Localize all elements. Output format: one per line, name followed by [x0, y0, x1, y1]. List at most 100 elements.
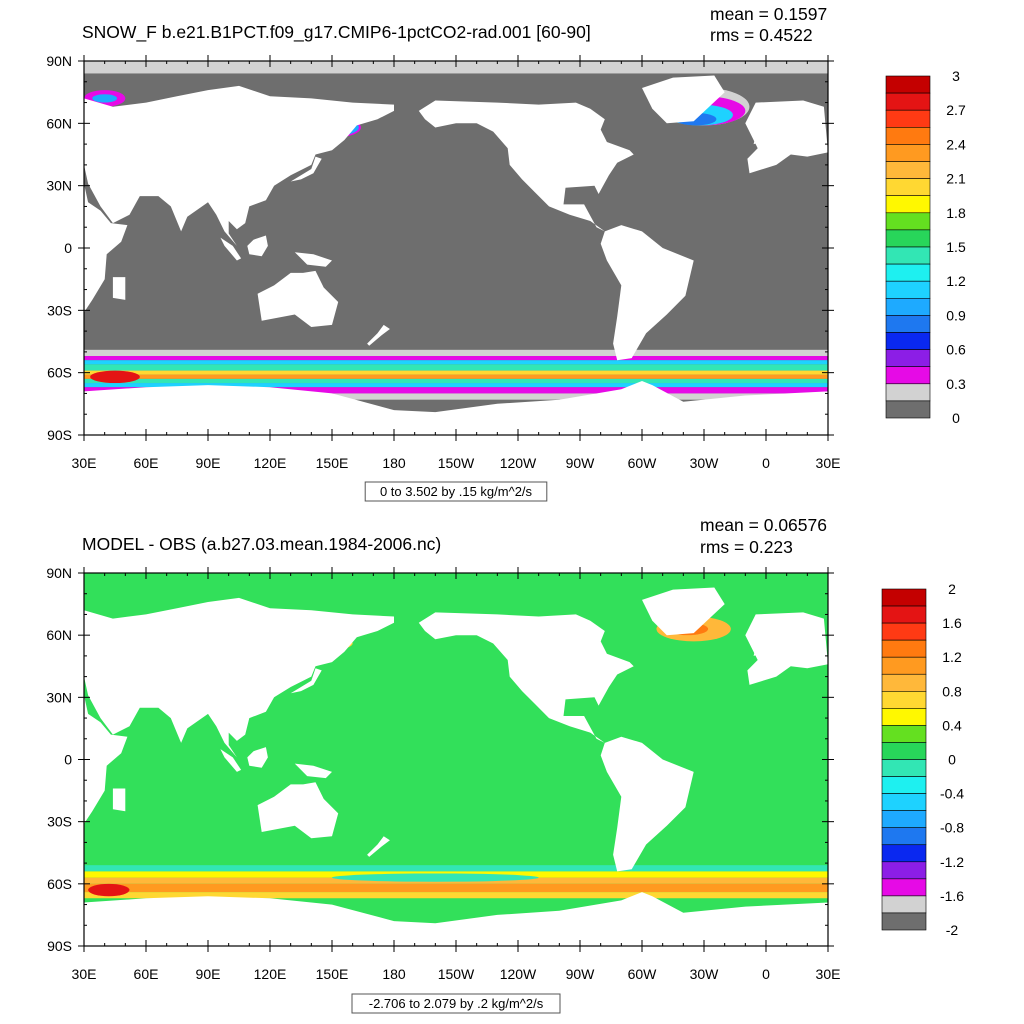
land-southAmerica — [600, 225, 694, 361]
lat-label: 0 — [64, 752, 72, 768]
colorbar-label: 1.2 — [946, 273, 966, 289]
range-label: -2.706 to 2.079 by .2 kg/m^2/s — [369, 996, 544, 1011]
land-southAmerica — [600, 736, 694, 872]
land-antarctica — [84, 892, 828, 946]
colorbar-swatch — [885, 315, 931, 333]
colorbar-swatch — [885, 92, 931, 111]
colorbar-label: -1.2 — [940, 854, 964, 870]
colorbar-swatch — [881, 708, 927, 726]
southern-band-1 — [84, 356, 828, 361]
colorbar-label: 2.7 — [946, 102, 966, 118]
lon-label: 180 — [382, 966, 406, 982]
lat-label: 60N — [46, 627, 72, 643]
colorbar-swatch — [885, 109, 931, 128]
colorbar-label: -0.8 — [940, 820, 964, 836]
lat-label: 90S — [47, 427, 72, 443]
southern-diff-4 — [84, 892, 828, 899]
range-box — [364, 481, 548, 502]
southern-band-4 — [84, 370, 828, 375]
lon-label: 120E — [254, 455, 287, 471]
colorbar-swatch — [881, 776, 927, 794]
lat-label: 30N — [46, 689, 72, 705]
colorbar: 2 1.6 1.2 0.8 0.4 0 -0.4 -0.8 -1.2 -1.6 -2 — [881, 581, 964, 938]
lon-label: 0 — [762, 966, 770, 982]
colorbar-swatch — [881, 878, 927, 897]
colorbar: 3 2.7 2.4 2.1 1.8 1.5 1.2 0.9 0.6 0.3 0 — [885, 68, 966, 426]
lon-label: 150E — [316, 966, 349, 982]
southern-band-2 — [84, 360, 828, 365]
land-sumatra — [220, 237, 242, 261]
land-australia — [257, 270, 339, 327]
colorbar-label: 0.8 — [942, 683, 962, 699]
colorbar-label: 0.9 — [946, 307, 966, 323]
colorbar-swatch — [881, 639, 927, 658]
land-australia — [257, 782, 339, 839]
colorbar-swatch — [881, 895, 927, 914]
lon-label: 120E — [254, 966, 287, 982]
lon-label: 60W — [628, 455, 658, 471]
lon-label: 30E — [816, 966, 841, 982]
panel-title: MODEL - OBS (a.b27.03.mean.1984-2006.nc) — [82, 534, 441, 554]
lat-label: 30S — [47, 814, 72, 830]
land-madagascar — [112, 788, 126, 812]
southern-band-0 — [84, 349, 828, 357]
colorbar-label: 0 — [948, 752, 956, 768]
southern-band-6 — [84, 378, 828, 384]
southern-band-9 — [84, 393, 828, 400]
colorbar-label: 1.5 — [946, 239, 966, 255]
lon-label: 90W — [566, 966, 596, 982]
colorbar-swatch — [885, 229, 931, 248]
colorbar-swatch — [881, 759, 927, 777]
lon-label: 90W — [566, 455, 596, 471]
colorbar-swatch — [885, 246, 931, 265]
lat-label: 30N — [46, 178, 72, 194]
lat-label: 0 — [64, 240, 72, 256]
lon-label: 30E — [72, 966, 97, 982]
colorbar-swatch — [885, 195, 931, 214]
lat-label: 30S — [47, 302, 72, 318]
land-eurasia — [84, 597, 394, 758]
colorbar-swatch — [885, 178, 931, 197]
colorbar-swatch — [885, 144, 931, 162]
lon-label: 150W — [438, 966, 475, 982]
colorbar-label: 2 — [948, 581, 956, 597]
colorbar-label: 1.2 — [942, 649, 962, 665]
range-label: 0 to 3.502 by .15 kg/m^2/s — [380, 484, 533, 499]
lon-label: 30E — [72, 455, 97, 471]
lon-label: 90E — [196, 966, 221, 982]
rms-label: rms = 0.223 — [700, 537, 793, 557]
southern-diff-3 — [84, 883, 828, 893]
lon-label: 180 — [382, 455, 406, 471]
data-field — [84, 573, 828, 946]
land-sumatra — [220, 749, 242, 772]
lon-label: 90E — [196, 455, 221, 471]
southern-diff-max — [88, 883, 130, 897]
land-europe — [745, 612, 828, 685]
southern-band-3 — [84, 364, 828, 371]
lat-label: 90N — [46, 565, 72, 581]
land-newGuinea — [294, 252, 332, 267]
colorbar-swatch — [881, 622, 927, 641]
southern-band-7 — [84, 383, 828, 388]
colorbar-swatch — [881, 912, 927, 931]
land-greenland — [642, 587, 725, 636]
land-borneo — [247, 747, 268, 768]
colorbar-label: -1.6 — [940, 888, 964, 904]
lat-label: 60S — [47, 876, 72, 892]
colorbar-swatch — [881, 673, 927, 692]
colorbar-swatch — [881, 844, 927, 863]
colorbar-swatch — [881, 793, 927, 811]
land-europe — [745, 100, 828, 174]
lon-label: 0 — [762, 455, 770, 471]
colorbar-swatch — [885, 127, 931, 145]
land-borneo — [247, 235, 268, 257]
colorbar-swatch — [881, 827, 927, 846]
lon-label: 60E — [134, 455, 159, 471]
colorbar-swatch — [881, 690, 927, 709]
land-japan — [290, 156, 322, 182]
land-ukIsland — [753, 639, 762, 656]
lon-label: 30E — [816, 455, 841, 471]
colorbar-swatch — [881, 742, 927, 760]
